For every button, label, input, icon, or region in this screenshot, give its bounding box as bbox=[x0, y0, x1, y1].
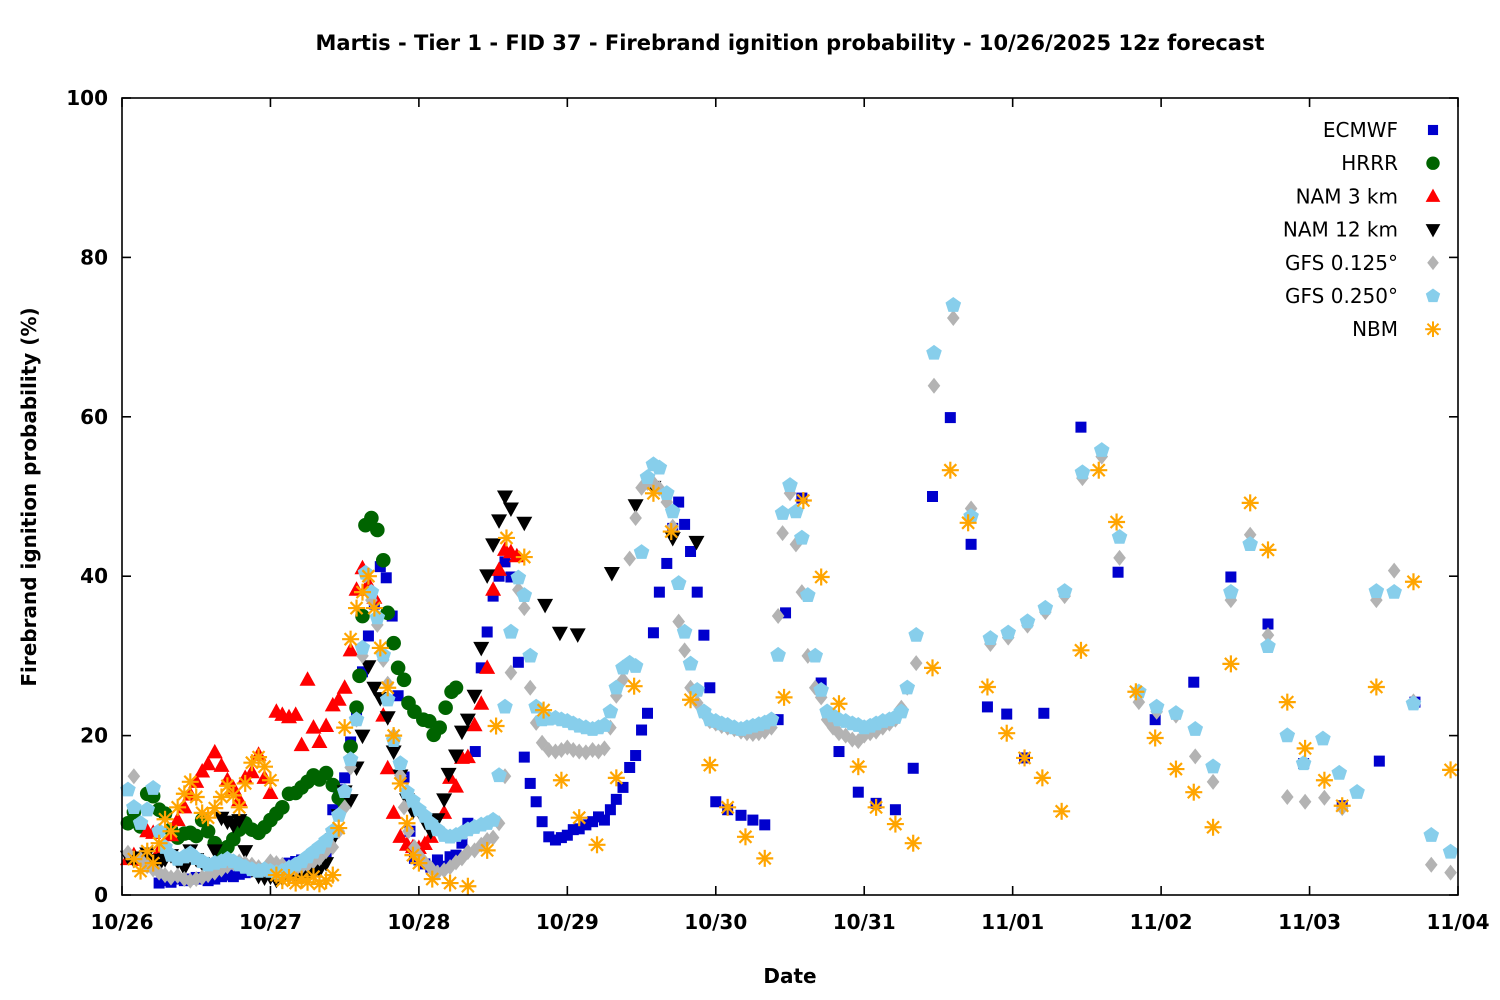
y-tick-label: 100 bbox=[66, 86, 108, 110]
plot-area bbox=[119, 297, 1460, 895]
x-tick-label: 10/26 bbox=[91, 910, 154, 934]
legend-marker-triangle-up-icon bbox=[1425, 188, 1441, 202]
legend-label: GFS 0.250° bbox=[1285, 284, 1398, 308]
legend-item-nam-3-km: NAM 3 km bbox=[1296, 184, 1441, 208]
series-gfs-0-250- bbox=[120, 297, 1459, 880]
legend-marker-pentagon-icon bbox=[1425, 288, 1441, 303]
y-tick-label: 0 bbox=[94, 883, 108, 907]
x-tick-label: 11/04 bbox=[1427, 910, 1490, 934]
y-tick-label: 40 bbox=[80, 564, 108, 588]
y-tick-label: 80 bbox=[80, 245, 108, 269]
legend-item-nam-12-km: NAM 12 km bbox=[1283, 218, 1441, 242]
series-hrrr bbox=[120, 510, 464, 861]
legend-item-gfs-0-250-: GFS 0.250° bbox=[1285, 284, 1441, 308]
x-tick-label: 10/29 bbox=[536, 910, 599, 934]
legend-marker-diamond-icon bbox=[1427, 255, 1439, 271]
legend-label: NBM bbox=[1352, 317, 1398, 341]
x-tick-label: 10/31 bbox=[833, 910, 896, 934]
legend-marker-circle-icon bbox=[1426, 156, 1440, 170]
y-axis-label: Firebrand ignition probability (%) bbox=[17, 307, 41, 686]
legend-item-gfs-0-125-: GFS 0.125° bbox=[1285, 251, 1439, 275]
legend-item-hrrr: HRRR bbox=[1341, 151, 1440, 175]
legend-item-ecmwf: ECMWF bbox=[1323, 118, 1439, 142]
legend-label: ECMWF bbox=[1323, 118, 1398, 142]
legend-label: GFS 0.125° bbox=[1285, 251, 1398, 275]
series-nbm bbox=[125, 461, 1460, 895]
legend-item-nbm: NBM bbox=[1352, 317, 1441, 341]
chart-title: Martis - Tier 1 - FID 37 - Firebrand ign… bbox=[316, 31, 1265, 55]
legend-label: NAM 12 km bbox=[1283, 218, 1398, 242]
x-tick-label: 10/30 bbox=[684, 910, 747, 934]
series-nam-3-km bbox=[119, 541, 525, 866]
x-tick-label: 11/03 bbox=[1278, 910, 1341, 934]
legend-label: HRRR bbox=[1341, 151, 1398, 175]
x-tick-label: 11/02 bbox=[1130, 910, 1193, 934]
legend-marker-square-icon bbox=[1427, 124, 1439, 136]
x-axis-label: Date bbox=[763, 964, 816, 988]
legend-label: NAM 3 km bbox=[1296, 184, 1398, 208]
series-gfs-0-125- bbox=[121, 309, 1457, 889]
x-tick-label: 10/28 bbox=[387, 910, 450, 934]
x-tick-label: 11/01 bbox=[981, 910, 1044, 934]
axis-ticks: 10/26 10/27 10/28 10/29 10/30 10/31 11/01 11/02… bbox=[66, 86, 1489, 934]
legend-marker-asterisk-icon bbox=[1425, 321, 1441, 338]
legend: ECMWF HRRR NAM 3 km NAM 12 km GFS 0.125° GFS … bbox=[1283, 118, 1441, 341]
x-tick-label: 10/27 bbox=[239, 910, 302, 934]
plot-border bbox=[121, 97, 1459, 896]
legend-marker-triangle-down-icon bbox=[1425, 224, 1441, 238]
y-tick-label: 20 bbox=[80, 724, 108, 748]
y-tick-label: 60 bbox=[80, 405, 108, 429]
